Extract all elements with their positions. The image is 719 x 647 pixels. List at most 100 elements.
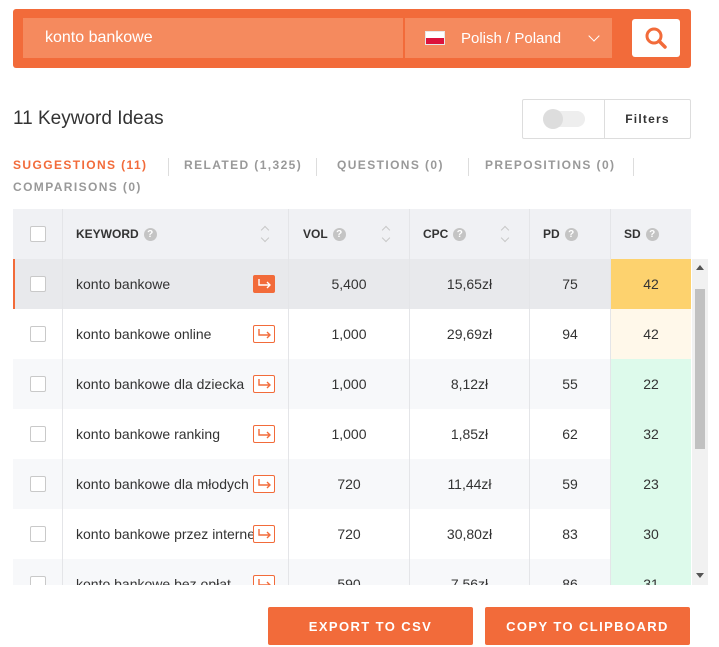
open-keyword-icon[interactable]	[253, 375, 275, 393]
sd-cell: 30	[611, 509, 691, 559]
vol-cell: 720	[337, 526, 361, 542]
keyword-table: KEYWORD? VOL? CPC? PD? SD? konto bankowe…	[13, 209, 708, 585]
vol-cell: 590	[337, 576, 361, 585]
header-keyword[interactable]: KEYWORD?	[76, 209, 157, 259]
tab-suggestions[interactable]: SUGGESTIONS (11)	[13, 158, 148, 172]
row-checkbox[interactable]	[30, 276, 46, 292]
keyword-text: konto bankowe bez opłat	[76, 575, 231, 586]
help-icon[interactable]: ?	[564, 227, 578, 241]
table-row[interactable]: konto bankowe bez opłat 590 7,56zł 86 31	[13, 559, 691, 585]
sd-cell: 42	[611, 259, 691, 309]
keyword-cell: konto bankowe ranking	[76, 409, 261, 459]
row-checkbox[interactable]	[30, 576, 46, 585]
row-checkbox[interactable]	[30, 326, 46, 342]
sd-cell: 31	[611, 559, 691, 585]
row-select-cell	[30, 509, 46, 559]
search-input[interactable]: konto bankowe	[23, 18, 403, 58]
header-cpc-label: CPC	[423, 227, 449, 241]
header-cpc[interactable]: CPC?	[423, 209, 467, 259]
vol-cell: 5,400	[331, 276, 367, 292]
sort-icon[interactable]	[501, 227, 509, 241]
row-checkbox[interactable]	[30, 526, 46, 542]
help-icon[interactable]: ?	[143, 227, 157, 241]
tab-divider	[468, 158, 469, 176]
pd-cell: 75	[562, 276, 578, 292]
column-divider	[409, 209, 410, 585]
scroll-thumb[interactable]	[695, 289, 705, 449]
sort-icon[interactable]	[382, 227, 390, 241]
keyword-text: konto bankowe dla młodych	[76, 475, 249, 492]
search-button[interactable]	[632, 19, 680, 57]
tab-comparisons[interactable]: COMPARISONS (0)	[13, 180, 142, 194]
keyword-cell: konto bankowe	[76, 259, 261, 309]
cpc-cell: 30,80zł	[446, 526, 493, 542]
open-keyword-icon[interactable]	[253, 275, 275, 293]
header-pd-label: PD	[543, 227, 560, 241]
row-select-cell	[30, 459, 46, 509]
filters-button[interactable]: Filters	[625, 112, 670, 126]
tab-divider	[168, 158, 169, 176]
open-keyword-icon[interactable]	[253, 325, 275, 343]
tab-related[interactable]: RELATED (1,325)	[184, 158, 303, 172]
filter-toggle[interactable]	[542, 109, 585, 129]
sd-cell: 23	[611, 459, 691, 509]
pd-cell: 59	[562, 476, 578, 492]
sd-cell: 22	[611, 359, 691, 409]
pd-cell: 94	[562, 326, 578, 342]
help-icon[interactable]: ?	[645, 227, 659, 241]
column-divider	[288, 209, 289, 585]
row-checkbox[interactable]	[30, 376, 46, 392]
sort-icon[interactable]	[261, 227, 269, 241]
search-icon	[645, 27, 667, 49]
search-bar: konto bankowe Polish / Poland	[13, 9, 691, 68]
pd-cell: 55	[562, 376, 578, 392]
language-label: Polish / Poland	[461, 29, 562, 47]
keyword-cell: konto bankowe dla dziecka	[76, 359, 261, 409]
header-vol[interactable]: VOL?	[303, 209, 346, 259]
open-keyword-icon[interactable]	[253, 425, 275, 443]
row-checkbox[interactable]	[30, 476, 46, 492]
keyword-text: konto bankowe dla dziecka	[76, 375, 245, 392]
table-row[interactable]: konto bankowe online 1,000 29,69zł 94 42	[13, 309, 691, 359]
open-keyword-icon[interactable]	[253, 475, 275, 493]
keyword-text: konto bankowe ranking	[76, 425, 220, 442]
language-select[interactable]: Polish / Poland	[405, 18, 612, 58]
header-vol-label: VOL	[303, 227, 328, 241]
open-keyword-icon[interactable]	[253, 575, 275, 585]
keyword-text: konto bankowe online	[76, 325, 212, 342]
table-row[interactable]: konto bankowe dla młodych 720 11,44zł 59 23	[13, 459, 691, 509]
column-divider	[610, 209, 611, 585]
column-divider	[62, 209, 63, 585]
table-row[interactable]: konto bankowe 5,400 15,65zł 75 42	[13, 259, 691, 309]
scroll-down-icon[interactable]	[696, 573, 704, 578]
cpc-cell: 8,12zł	[450, 376, 489, 392]
filter-controls: Filters	[522, 99, 691, 139]
row-select-cell	[30, 309, 46, 359]
row-checkbox[interactable]	[30, 426, 46, 442]
selected-row-indicator	[13, 259, 15, 309]
copy-clipboard-button[interactable]: COPY TO CLIPBOARD	[485, 607, 690, 645]
tab-questions[interactable]: QUESTIONS (0)	[337, 158, 444, 172]
keyword-cell: konto bankowe online	[76, 309, 261, 359]
table-scrollbar[interactable]	[692, 259, 708, 585]
help-icon[interactable]: ?	[332, 227, 346, 241]
toggle-knob	[542, 109, 563, 129]
cpc-cell: 11,44zł	[447, 476, 492, 492]
scroll-up-icon[interactable]	[696, 265, 704, 270]
open-keyword-icon[interactable]	[253, 525, 275, 543]
help-icon[interactable]: ?	[453, 227, 467, 241]
table-row[interactable]: konto bankowe ranking 1,000 1,85zł 62 32	[13, 409, 691, 459]
table-row[interactable]: konto bankowe przez internet 720 30,80zł 83…	[13, 509, 691, 559]
vol-cell: 720	[337, 476, 361, 492]
select-all-cell	[30, 209, 48, 259]
table-row[interactable]: konto bankowe dla dziecka 1,000 8,12zł 55 22	[13, 359, 691, 409]
export-csv-button[interactable]: EXPORT TO CSV	[268, 607, 473, 645]
tab-prepositions[interactable]: PREPOSITIONS (0)	[485, 158, 616, 172]
keyword-text: konto bankowe	[76, 275, 171, 292]
header-pd[interactable]: PD?	[543, 209, 578, 259]
header-sd[interactable]: SD?	[624, 209, 659, 259]
select-all-checkbox[interactable]	[30, 226, 46, 242]
header-sd-label: SD	[624, 227, 641, 241]
tab-divider	[633, 158, 634, 176]
